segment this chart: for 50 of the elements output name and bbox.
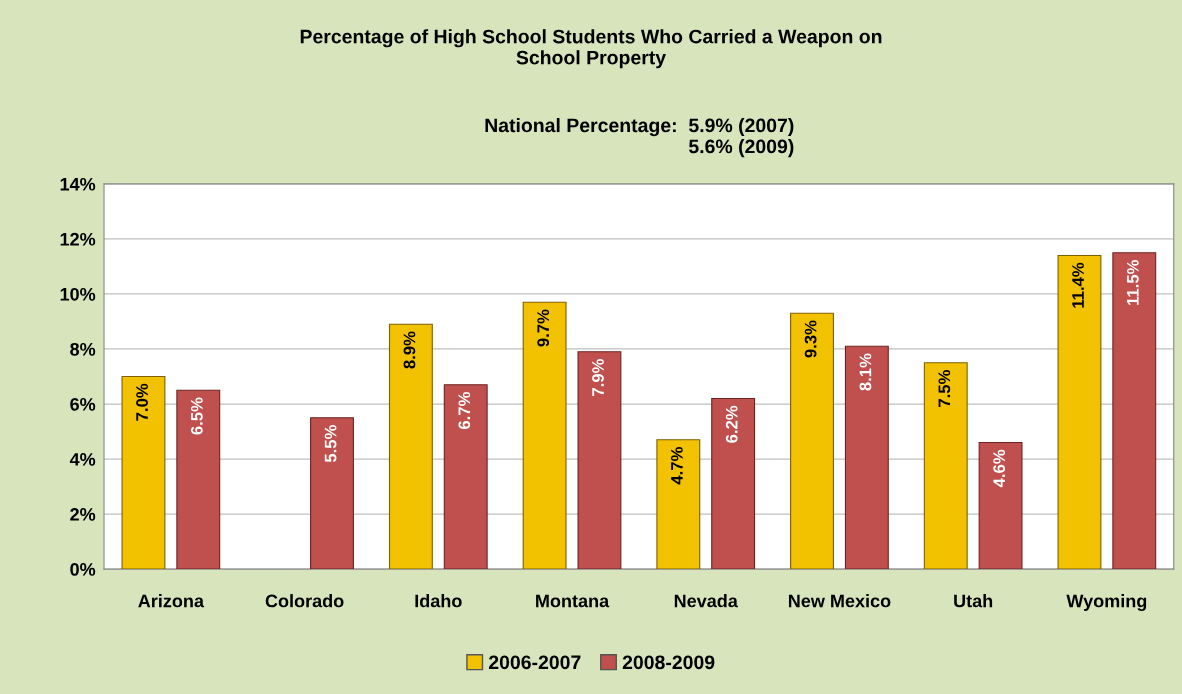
data-label: 5.5% bbox=[324, 425, 337, 463]
bar bbox=[121, 375, 166, 570]
x-tick-label: Nevada bbox=[674, 594, 738, 608]
chart-title: Percentage of High School Students Who Carried a Weapon on School Property bbox=[300, 29, 882, 69]
bar bbox=[656, 439, 701, 570]
x-tick-label: Colorado bbox=[265, 594, 344, 608]
data-label: 11.4% bbox=[1072, 262, 1084, 308]
x-tick-label: New Mexico bbox=[788, 594, 891, 608]
data-label: 4.7% bbox=[671, 447, 683, 485]
x-tick-label: Utah bbox=[954, 594, 993, 608]
x-tick-label: Montana bbox=[536, 594, 610, 608]
bar bbox=[978, 441, 1023, 570]
y-tick-label: 8% bbox=[70, 342, 96, 356]
legend-label: 2008-2009 bbox=[622, 655, 715, 670]
y-tick-label: 6% bbox=[70, 397, 96, 411]
data-label: 7.0% bbox=[136, 383, 148, 421]
bar bbox=[310, 417, 354, 570]
bar bbox=[790, 312, 834, 570]
bar bbox=[388, 323, 433, 570]
bar bbox=[522, 301, 567, 570]
data-label: 6.7% bbox=[458, 392, 471, 429]
data-label: 8.9% bbox=[403, 331, 416, 369]
data-label: 6.5% bbox=[190, 397, 203, 435]
x-tick-label: Wyoming bbox=[1066, 594, 1147, 611]
data-label: 9.3% bbox=[804, 320, 817, 358]
data-label: 9.7% bbox=[537, 309, 550, 347]
bar bbox=[923, 362, 968, 570]
legend-label: 2006-2007 bbox=[488, 655, 581, 670]
data-label: 6.2% bbox=[725, 405, 738, 443]
data-label: 4.6% bbox=[993, 449, 1006, 488]
bar bbox=[443, 384, 488, 570]
y-tick-label: 2% bbox=[70, 507, 96, 521]
data-label: 11.5% bbox=[1126, 260, 1139, 305]
data-label: 7.9% bbox=[592, 359, 604, 396]
y-tick-label: 0% bbox=[70, 563, 96, 576]
bar bbox=[1057, 254, 1102, 570]
bar bbox=[176, 389, 221, 570]
bar bbox=[1112, 252, 1157, 570]
y-tick-label: 12% bbox=[60, 232, 96, 246]
bar bbox=[711, 397, 756, 570]
data-label: 8.1% bbox=[859, 353, 872, 391]
x-tick-label: Arizona bbox=[138, 594, 205, 608]
data-label: 7.5% bbox=[938, 370, 951, 407]
x-tick-label: Idaho bbox=[415, 594, 462, 608]
y-tick-label: 10% bbox=[60, 287, 96, 301]
y-tick-label: 14% bbox=[60, 177, 96, 191]
bar bbox=[844, 345, 889, 570]
y-tick-label: 4% bbox=[69, 453, 96, 466]
bar bbox=[577, 351, 622, 570]
chart-subtitle: National Percentage: 5.9% (2007) 5.6% (2009) bbox=[485, 117, 794, 158]
